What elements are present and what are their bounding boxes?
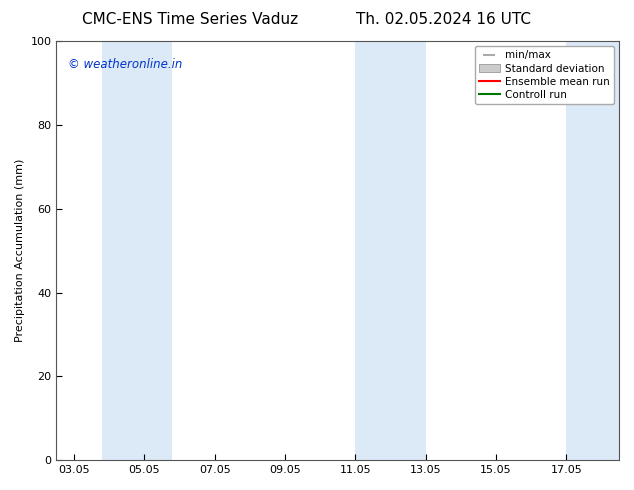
Text: CMC-ENS Time Series Vaduz: CMC-ENS Time Series Vaduz [82, 12, 298, 27]
Y-axis label: Precipitation Accumulation (mm): Precipitation Accumulation (mm) [15, 159, 25, 343]
Legend: min/max, Standard deviation, Ensemble mean run, Controll run: min/max, Standard deviation, Ensemble me… [475, 46, 614, 104]
Bar [355, 41, 425, 460]
Bar [566, 41, 619, 460]
Bar [102, 41, 172, 460]
Text: Th. 02.05.2024 16 UTC: Th. 02.05.2024 16 UTC [356, 12, 531, 27]
Text: © weatheronline.in: © weatheronline.in [68, 58, 182, 71]
